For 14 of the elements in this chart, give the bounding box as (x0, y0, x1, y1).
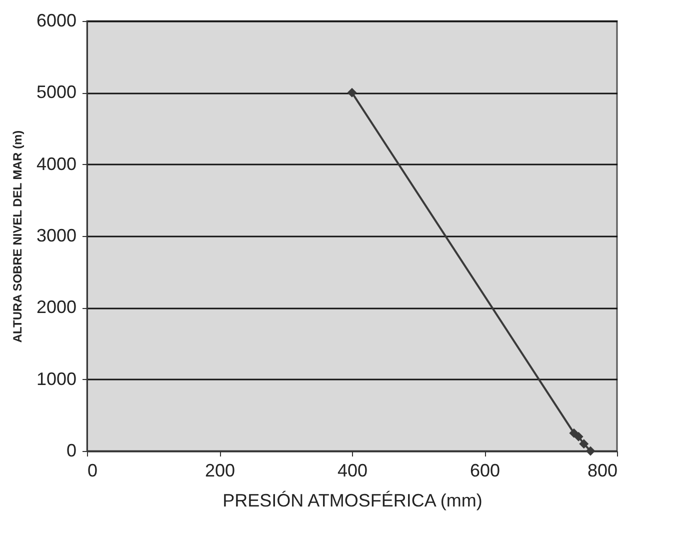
x-tick-label: 600 (470, 460, 500, 480)
y-tick-label: 3000 (36, 226, 76, 246)
y-tick-label: 5000 (36, 82, 76, 102)
y-tick-label: 0 (66, 440, 76, 460)
y-axis-title: ALTURA SOBRE NIVEL DEL MAR (m) (10, 130, 24, 343)
x-tick-label: 800 (587, 460, 618, 480)
y-tick-label: 1000 (36, 368, 76, 389)
x-tick-label: 400 (337, 460, 368, 480)
y-tick-label: 4000 (36, 154, 76, 174)
x-axis-title: PRESIÓN ATMOSFÉRICA (mm) (222, 490, 482, 510)
x-tick-label: 200 (204, 460, 236, 480)
y-tick-label: 2000 (36, 297, 76, 318)
x-tick-label: 0 (88, 460, 98, 480)
y-tick-label: 6000 (36, 10, 76, 30)
